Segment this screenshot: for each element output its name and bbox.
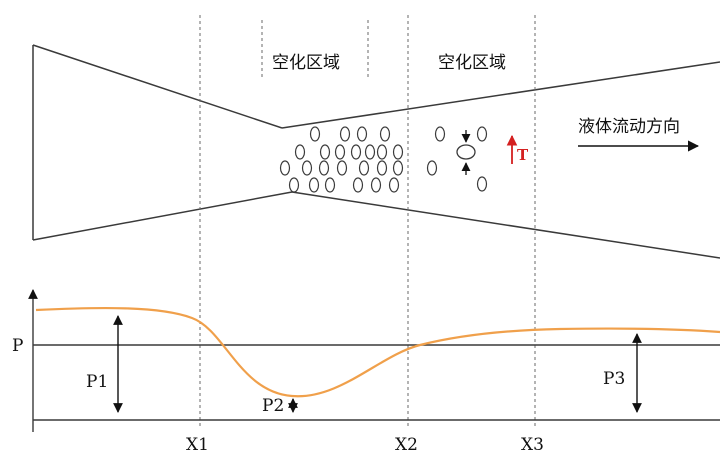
p1-label: P1 xyxy=(86,372,108,392)
bubble xyxy=(301,160,313,176)
bubble xyxy=(392,160,404,176)
t-marker-label: T xyxy=(517,146,529,164)
bubble xyxy=(379,126,391,142)
bubble xyxy=(336,160,348,176)
bubble xyxy=(339,126,351,142)
bubble xyxy=(376,160,388,176)
cavitation-zone-label-1: 空化区域 xyxy=(272,53,340,73)
x1-label: X1 xyxy=(186,435,209,455)
bubble xyxy=(370,177,382,193)
bubble xyxy=(288,177,300,193)
nozzle-lower-diverging-wall xyxy=(291,191,720,259)
x3-label: X3 xyxy=(521,435,544,455)
nozzle-lower-converging-wall xyxy=(32,191,293,241)
bubble xyxy=(476,126,488,142)
nozzle-upper-converging-wall xyxy=(32,44,283,129)
pressure-graph-axes xyxy=(28,289,720,432)
bubble xyxy=(434,126,446,142)
venturi-nozzle xyxy=(32,44,720,259)
p-axis-label: P xyxy=(12,336,23,356)
bubble xyxy=(356,126,368,142)
bubble xyxy=(426,160,438,176)
bubble xyxy=(319,144,331,160)
bubble xyxy=(388,177,400,193)
p3-label: P3 xyxy=(603,369,625,389)
flow-direction-label: 液体流动方向 xyxy=(578,117,680,137)
bubble xyxy=(279,160,291,176)
bubble xyxy=(392,144,404,160)
t-marker: T xyxy=(506,134,529,164)
cavitation-zone-label-2: 空化区域 xyxy=(438,53,506,73)
cavitation-bubbles xyxy=(279,126,488,193)
bubble xyxy=(350,144,362,160)
position-guides xyxy=(199,15,536,428)
p2-label: P2 xyxy=(262,396,284,416)
bubble xyxy=(476,176,488,192)
bubble xyxy=(318,160,330,176)
bubble xyxy=(376,144,388,160)
bubble xyxy=(334,144,346,160)
bubble xyxy=(294,144,306,160)
bubble xyxy=(358,160,370,176)
pressure-curve xyxy=(35,306,720,398)
bubble xyxy=(364,144,376,160)
x2-label: X2 xyxy=(395,435,418,455)
nozzle-upper-diverging-wall xyxy=(281,61,720,129)
large-bubble xyxy=(456,144,476,160)
bubble xyxy=(309,126,321,142)
bubble xyxy=(324,177,336,193)
growing-bubble xyxy=(456,130,476,175)
bubble xyxy=(352,177,364,193)
bubble xyxy=(308,177,320,193)
